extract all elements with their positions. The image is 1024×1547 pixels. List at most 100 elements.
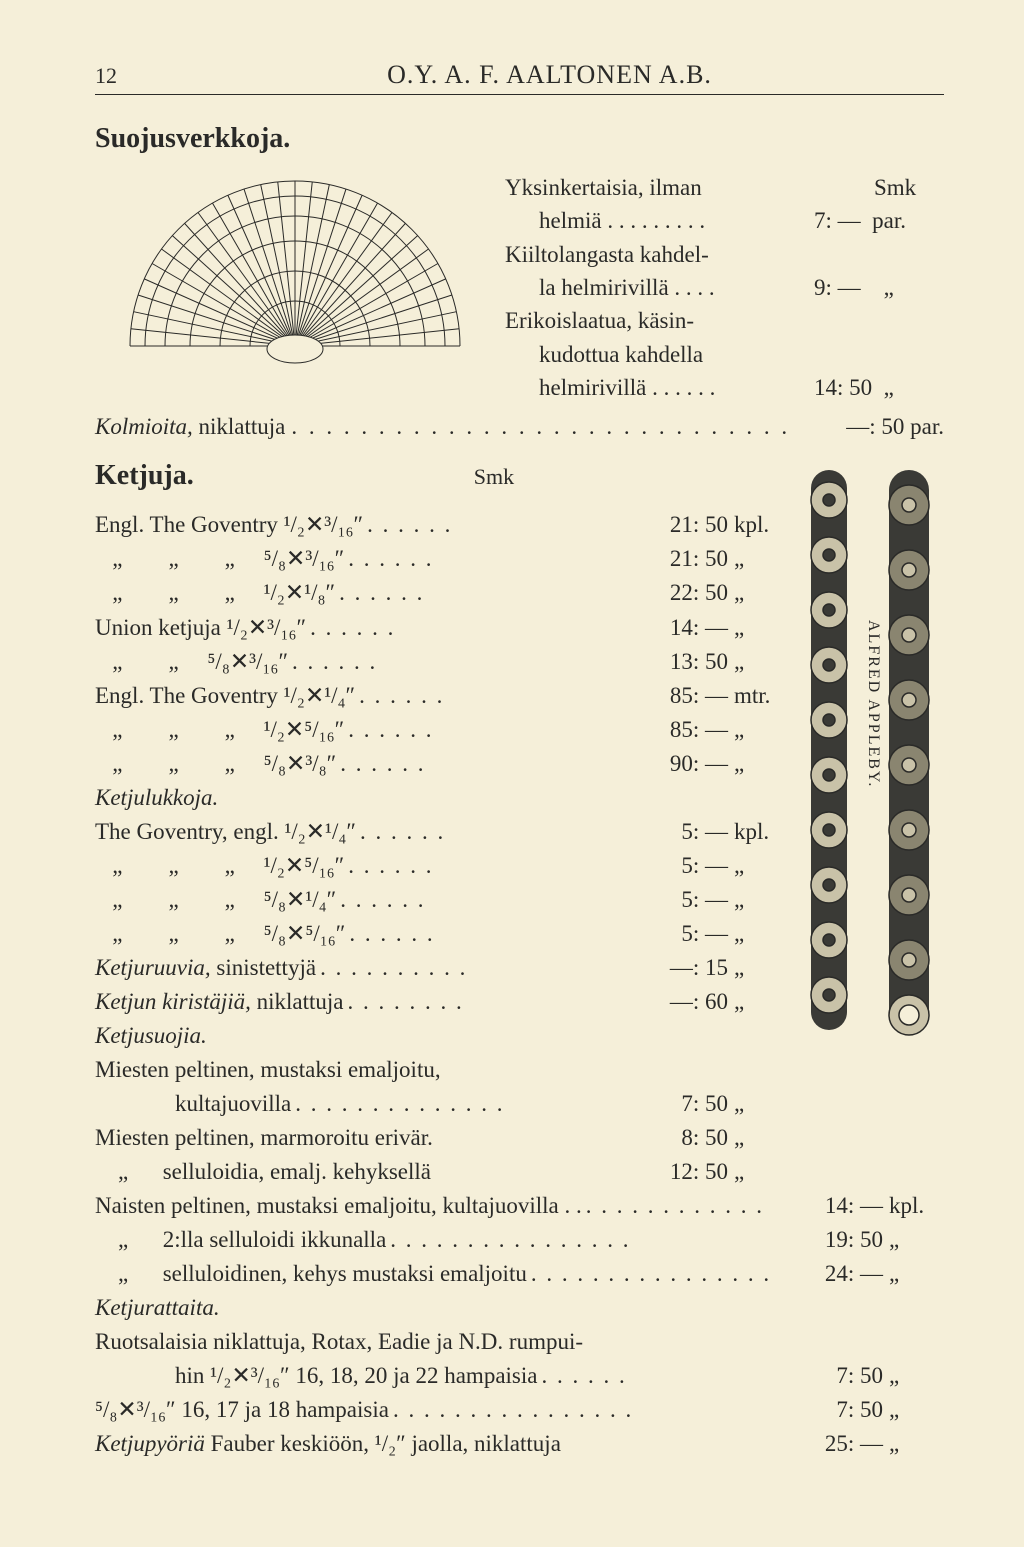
row-desc: Miesten peltinen, marmoroitu erivär. bbox=[95, 1121, 433, 1155]
suojus-block: Yksinkertaisia, ilman Smk helmiä . . . .… bbox=[95, 171, 944, 404]
row-unit: kpl. bbox=[734, 815, 784, 849]
leader-dots: . . . . . . . . . . . . . . . . . . . . … bbox=[285, 414, 846, 440]
chain-brand-text: ALFRED APPLEBY. bbox=[865, 620, 882, 788]
suojus-item-3-line1: Erikoislaatua, käsin- bbox=[505, 304, 944, 337]
row-price: 22: 50 bbox=[638, 576, 734, 610]
ketjun-kir-price: —: 60 bbox=[638, 985, 734, 1019]
row-price: 5: — bbox=[638, 917, 734, 951]
row-price: 5: — bbox=[638, 815, 734, 849]
smk-header-2: Smk bbox=[474, 464, 514, 490]
row-price: 21: 50 bbox=[638, 508, 734, 542]
row-line1: Ruotsalaisia niklattuja, Rotax, Eadie ja… bbox=[95, 1325, 944, 1359]
row-unit: „ bbox=[734, 645, 784, 679]
row-desc: Union ketjuja ¹/₂✕³/₁₆″ bbox=[95, 611, 306, 645]
suojus-item-1-line2: helmiä bbox=[539, 208, 602, 233]
row-price: 85: — bbox=[638, 679, 734, 713]
chain-illustration: ALFRED APPLEBY. bbox=[794, 460, 954, 1060]
kolmioita-price: —: 50 par. bbox=[846, 414, 944, 440]
suojus-item-2-line2: la helmirivillä bbox=[539, 275, 669, 300]
ketjun-kir-unit: „ bbox=[734, 985, 784, 1019]
row-desc: „ „ „ ⁵/₈✕³/₈″ bbox=[95, 747, 336, 781]
row-desc: „ „ „ ⁵/₈✕³/₁₆″ bbox=[95, 542, 344, 576]
row-price: 19: 50 bbox=[773, 1223, 889, 1257]
table-row: „ selluloidinen, kehys mustaksi emaljoit… bbox=[95, 1257, 944, 1291]
section-ketjuja-title: Ketjuja. bbox=[95, 460, 194, 492]
suojus-item-3-line2: kudottua kahdella bbox=[505, 338, 944, 371]
row-desc: „ selluloidia, emalj. kehyksellä bbox=[95, 1155, 431, 1189]
row-price: 14: — bbox=[638, 611, 734, 645]
table-row: Naisten peltinen, mustaksi emaljoitu, ku… bbox=[95, 1189, 944, 1223]
row-unit: „ bbox=[889, 1223, 944, 1257]
row-unit: kpl. bbox=[734, 508, 784, 542]
row-desc: „ „ „ ⁵/₈✕⁵/₁₆″ bbox=[95, 917, 345, 951]
smk-header: Smk bbox=[874, 171, 944, 204]
page-number: 12 bbox=[95, 63, 155, 89]
suojus-item-3-line3: helmirivillä bbox=[539, 375, 646, 400]
row-price: 8: 50 bbox=[638, 1121, 734, 1155]
row-price: 14: — bbox=[773, 1189, 889, 1223]
row-price: 85: — bbox=[638, 713, 734, 747]
kolmioita-row: Kolmioita, niklattuja . . . . . . . . . … bbox=[95, 414, 944, 440]
suojus-item-1-unit: par. bbox=[872, 208, 906, 233]
row-unit: „ bbox=[734, 611, 784, 645]
table-row: ⁵/₈✕³/₁₆″ 16, 17 ja 18 hampaisia . . . .… bbox=[95, 1393, 944, 1427]
row-unit: „ bbox=[734, 1155, 784, 1189]
row-unit: mtr. bbox=[734, 679, 784, 713]
ketjurattaita-section: Ketjurattaita. Ruotsalaisia niklattuja, … bbox=[95, 1291, 944, 1427]
suojus-price-list: Yksinkertaisia, ilman Smk helmiä . . . .… bbox=[495, 171, 944, 404]
table-row: hin ¹/₂✕³/₁₆″ 16, 18, 20 ja 22 hampaisia… bbox=[95, 1359, 944, 1393]
row-desc: ⁵/₈✕³/₁₆″ 16, 17 ja 18 hampaisia bbox=[95, 1393, 389, 1427]
row-price: 21: 50 bbox=[638, 542, 734, 576]
row-price: 13: 50 bbox=[638, 645, 734, 679]
row-unit: „ bbox=[734, 576, 784, 610]
row-price: 7: 50 bbox=[773, 1359, 889, 1393]
ketjuruuvia-price: —: 15 bbox=[638, 951, 734, 985]
row-desc: „ selluloidinen, kehys mustaksi emaljoit… bbox=[95, 1257, 527, 1291]
row-price: 5: — bbox=[638, 883, 734, 917]
section-suojusverkkoja-title: Suojusverkkoja. bbox=[95, 123, 944, 155]
ketjupyoria-rest: Fauber keskiöön, ¹/₂″ jaolla, niklattuja bbox=[205, 1431, 561, 1456]
row-unit: „ bbox=[734, 542, 784, 576]
naisten-rows: Naisten peltinen, mustaksi emaljoitu, ku… bbox=[95, 1189, 944, 1291]
ketjupyoria-price: 25: — bbox=[773, 1427, 889, 1461]
ketjuruuvia-rest: sinistettyjä bbox=[211, 955, 316, 980]
row-desc: „ „ „ ¹/₂✕¹/₈″ bbox=[95, 576, 335, 610]
catalog-page: 12 O.Y. A. F. AALTONEN A.B. Suojusverkko… bbox=[0, 0, 1024, 1547]
row-unit: „ bbox=[889, 1359, 944, 1393]
row-desc: „ „ „ ¹/₂✕⁵/₁₆″ bbox=[95, 849, 344, 883]
kolmioita-label: Kolmioita, bbox=[95, 414, 193, 439]
ketjupyoria-unit: „ bbox=[889, 1427, 944, 1461]
row-desc: Engl. The Goventry ¹/₂✕³/₁₆″ bbox=[95, 508, 363, 542]
ketjun-kir-label: Ketjun kiristäjiä, bbox=[95, 989, 251, 1014]
ketjurattaita-head: Ketjurattaita. bbox=[95, 1291, 944, 1325]
ketjupyoria-row: Ketjupyöriä Fauber keskiöön, ¹/₂″ jaolla… bbox=[95, 1427, 944, 1461]
suojus-item-1-price: 7: — bbox=[814, 208, 861, 233]
row-line2: kultajuovilla bbox=[95, 1087, 291, 1121]
ketjupyoria-label: Ketjupyöriä bbox=[95, 1431, 205, 1456]
kolmioita-rest: niklattuja bbox=[193, 414, 286, 439]
row-unit: „ bbox=[734, 747, 784, 781]
row-price: 12: 50 bbox=[638, 1155, 734, 1189]
row-price: 90: — bbox=[638, 747, 734, 781]
row-unit: „ bbox=[734, 1121, 784, 1155]
table-row: „ 2:lla selluloidi ikkunalla . . . . . .… bbox=[95, 1223, 944, 1257]
row-price: 7: 50 bbox=[638, 1087, 734, 1121]
suojus-item-3-unit: „ bbox=[884, 375, 894, 400]
row-desc: „ „ „ ⁵/₈✕¹/₄″ bbox=[95, 883, 336, 917]
table-row: kultajuovilla . . . . . . . . . . . . . … bbox=[95, 1087, 944, 1121]
suojus-item-2-line1: Kiiltolangasta kahdel- bbox=[505, 238, 944, 271]
row-desc: „ 2:lla selluloidi ikkunalla bbox=[95, 1223, 386, 1257]
page-header: 12 O.Y. A. F. AALTONEN A.B. bbox=[95, 60, 944, 95]
row-desc: Naisten peltinen, mustaksi emaljoitu, ku… bbox=[95, 1189, 582, 1223]
row-unit: „ bbox=[889, 1257, 944, 1291]
row-unit: „ bbox=[734, 883, 784, 917]
row-desc: The Goventry, engl. ¹/₂✕¹/₄″ bbox=[95, 815, 356, 849]
row-unit: „ bbox=[734, 713, 784, 747]
ketjun-kir-rest: niklattuja bbox=[251, 989, 344, 1014]
ketjuruuvia-label: Ketjuruuvia, bbox=[95, 955, 211, 980]
fan-net-illustration bbox=[95, 171, 495, 371]
row-unit: „ bbox=[889, 1393, 944, 1427]
row-line2: hin ¹/₂✕³/₁₆″ 16, 18, 20 ja 22 hampaisia bbox=[95, 1359, 537, 1393]
row-price: 7: 50 bbox=[773, 1393, 889, 1427]
suojus-item-3-price: 14: 50 bbox=[814, 375, 872, 400]
